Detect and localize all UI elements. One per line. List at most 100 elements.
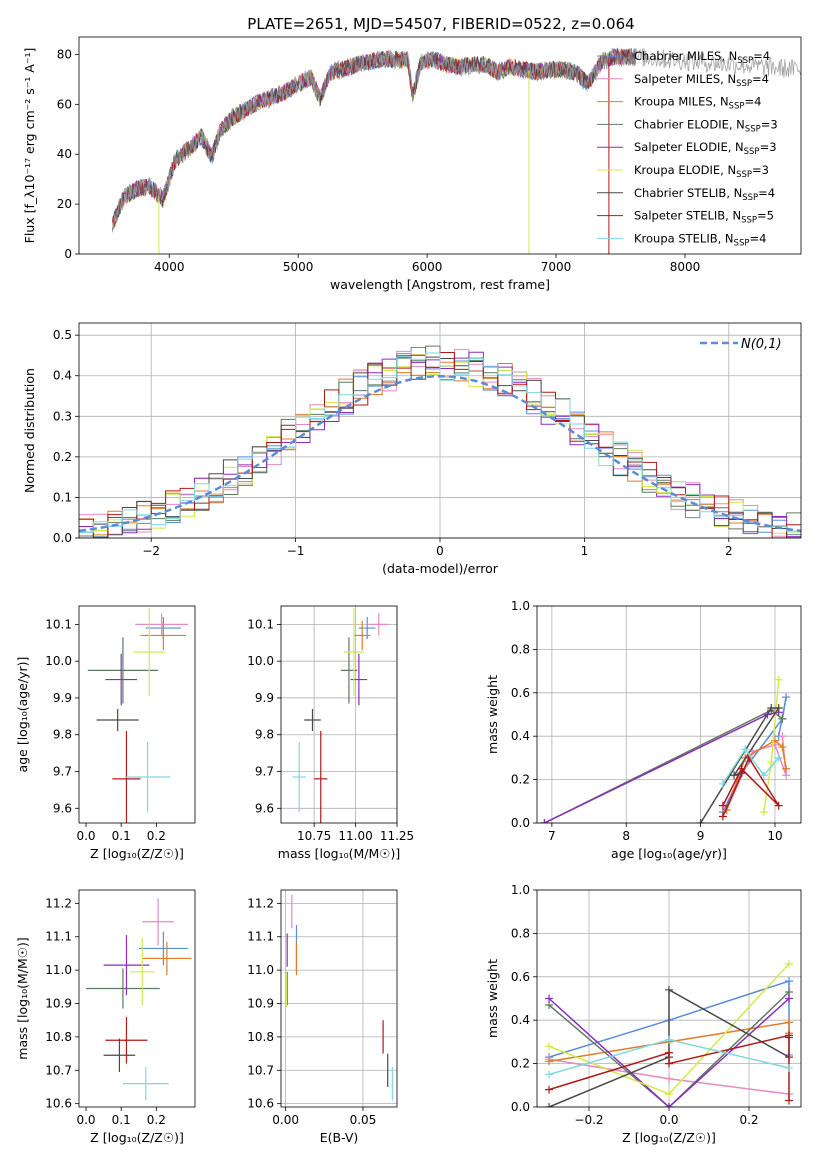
weight-marker-chabrier_stelib — [696, 819, 705, 823]
figure-title: PLATE=2651, MJD=54507, FIBERID=0522, z=0… — [247, 15, 634, 33]
panel-residuals: −2 −1 0 1 2 0.0 0.1 0.2 0.3 0.4 0.5 (data-model)/er… — [22, 322, 802, 576]
weight-marker-kroupa_elodie — [774, 675, 783, 684]
axes-frame — [78, 605, 196, 824]
legend-label-base: Kroupa ELODIE, N — [634, 163, 736, 177]
axes-frame — [78, 889, 196, 1108]
weight-marker-kroupa_miles — [778, 743, 787, 752]
weight-marker-kroupa_elodie — [665, 1089, 673, 1098]
weight-marker-salpeter_stelib — [785, 1033, 793, 1042]
weight-marker-kroupa_stelib — [741, 745, 750, 754]
legend-label-tail: =4 — [749, 231, 766, 245]
x-tick-label: 0.0 — [76, 1113, 95, 1127]
plot-area — [86, 898, 192, 1101]
gaussian-curve — [79, 374, 801, 533]
weight-marker-kroupa_miles — [545, 1057, 553, 1066]
weight-marker-kroupa_stelib — [785, 1063, 793, 1072]
axes-frame — [280, 889, 398, 1108]
x-axis-label: Z [log₁₀(Z/Z☉)] — [622, 1130, 716, 1145]
legend-label-sub: SSP — [745, 124, 761, 134]
x-axis-label: age [log₁₀(age/yr)] — [611, 846, 727, 861]
legend-label-tail: =4 — [752, 72, 769, 86]
weight-line-kroupa_stelib — [722, 747, 780, 785]
legend-label-sub: SSP — [741, 216, 757, 226]
weight-marker-chabrier_elodie — [778, 714, 787, 723]
y-tick-label: 0.2 — [511, 1057, 530, 1071]
y-tick-label: 9.9 — [53, 691, 72, 705]
weight-line-chabrier_stelib — [548, 988, 790, 1107]
legend-label-tail: =4 — [744, 95, 761, 109]
x-tick-label: 2 — [725, 544, 733, 558]
weight-marker-salpeter_stelib — [737, 764, 746, 773]
weight-marker-salpeter_elodie — [785, 994, 793, 1003]
weight-marker-salpeter_miles — [778, 732, 787, 741]
plot-area — [545, 959, 793, 1107]
legend-label-kroupa_elodie: Kroupa ELODIE, NSSP=3 — [634, 163, 769, 180]
legend-label-tail: =3 — [760, 140, 777, 154]
legend-label-base: Salpeter MILES, N — [634, 72, 736, 86]
weight-marker-kroupa_stelib — [718, 779, 727, 788]
y-tick-label: 11.1 — [247, 930, 274, 944]
x-tick-label: 0.1 — [112, 1113, 131, 1127]
y-tick-label: 0.2 — [53, 450, 72, 464]
legend-label-tail: =4 — [758, 186, 775, 200]
y-tick-label: 10.9 — [247, 997, 274, 1011]
weight-marker-kroupa_elodie — [545, 1042, 553, 1051]
x-tick-label: 0.00 — [272, 1113, 299, 1127]
y-tick-label: 0 — [64, 247, 72, 261]
y-tick-label: 0.4 — [511, 729, 530, 743]
x-tick-label: −2 — [142, 544, 160, 558]
weight-marker-kroupa_elodie — [785, 959, 793, 968]
residual-histogram-kroupa_stelib — [79, 352, 801, 533]
plot-area — [79, 345, 801, 538]
y-axis-label: mass [log₁₀(M/M☉)] — [15, 937, 30, 1059]
legend-label-tail: =4 — [753, 49, 770, 63]
x-tick-label: 10.75 — [297, 829, 331, 843]
y-tick-label: 10.0 — [247, 654, 274, 668]
legend-label-salpeter_miles: Salpeter MILES, NSSP=4 — [634, 72, 769, 89]
y-tick-label: 10.7 — [247, 1063, 274, 1077]
weight-marker-kroupa_elodie — [767, 758, 776, 767]
y-tick-label: 60 — [57, 97, 72, 111]
weight-marker-chabrier_stelib — [730, 771, 739, 780]
y-tick-label: 9.7 — [255, 765, 274, 779]
legend-label-chabrier_miles: Chabrier MILES, NSSP=4 — [634, 49, 770, 66]
weight-marker-salpeter_stelib — [774, 801, 783, 810]
x-tick-label: 0.1 — [112, 829, 131, 843]
x-tick-label: 0.0 — [76, 829, 95, 843]
y-axis-label: Flux [f_λ10⁻¹⁷ erg cm⁻² s⁻¹ A⁻¹] — [22, 48, 37, 244]
x-tick-label: 7000 — [541, 260, 572, 274]
panel-mass_vs_EBV: 0.00 0.05 10.6 10.7 10.8 10.9 11.0 11.1 11.2 E(B-… — [247, 889, 398, 1145]
legend-label-sub: SSP — [734, 238, 750, 248]
y-tick-label: 0.0 — [53, 531, 72, 545]
plot-area — [285, 895, 393, 1101]
x-tick-label: 1 — [581, 544, 589, 558]
y-tick-label: 9.6 — [53, 801, 72, 815]
x-axis-label: Z [log₁₀(Z/Z☉)] — [90, 1130, 184, 1145]
legend-label-salpeter_elodie: Salpeter ELODIE, NSSP=3 — [634, 140, 777, 157]
y-axis-label: mass weight — [485, 675, 500, 754]
y-tick-label: 11.2 — [247, 896, 274, 910]
x-tick-label: 11.00 — [338, 829, 372, 843]
weight-marker-kroupa_elodie — [759, 808, 768, 817]
weight-line-chabrier_elodie — [548, 991, 790, 1107]
plot-area — [112, 47, 801, 254]
y-tick-label: 10.8 — [247, 1030, 274, 1044]
legend-label-sub: SSP — [736, 170, 752, 180]
weight-marker-chabrier_stelib — [545, 1103, 553, 1107]
y-tick-label: 9.8 — [53, 728, 72, 742]
panel-age_vs_Z: 0.0 0.1 0.2 9.6 9.7 9.8 9.9 10.0 10.1 Z [log₁₀(Z/… — [15, 605, 196, 861]
weight-marker-salpeter_miles — [665, 1074, 673, 1083]
x-tick-label: 0.2 — [147, 1113, 166, 1127]
y-tick-label: 0.4 — [511, 1013, 530, 1027]
legend-label-chabrier_stelib: Chabrier STELIB, NSSP=4 — [634, 186, 775, 203]
x-tick-label: 4000 — [154, 260, 185, 274]
legend-label-base: Salpeter STELIB, N — [634, 209, 741, 223]
x-axis-label: Z [log₁₀(Z/Z☉)] — [90, 846, 184, 861]
gaussian-legend-label: N(0,1) — [741, 337, 782, 352]
weight-marker-salpeter_elodie — [545, 994, 553, 1003]
y-tick-label: 0.8 — [511, 926, 530, 940]
weight-marker-salpeter_stelib — [545, 1085, 553, 1094]
legend-label-base: Salpeter ELODIE, N — [634, 140, 744, 154]
weight-marker-chabrier_miles — [785, 977, 793, 986]
